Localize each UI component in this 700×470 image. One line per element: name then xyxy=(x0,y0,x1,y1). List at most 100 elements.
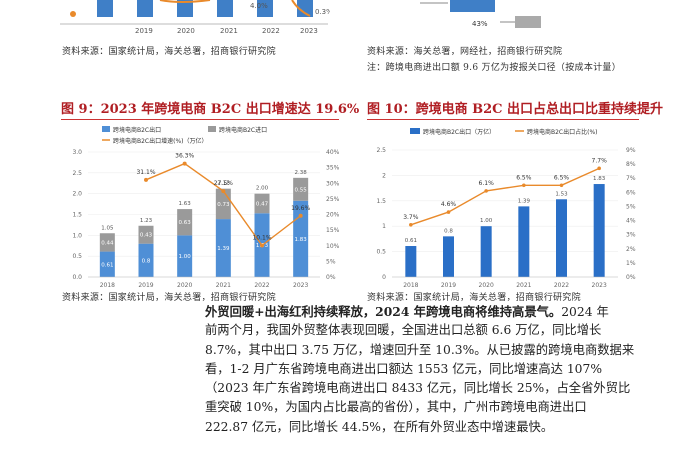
bar-export xyxy=(556,199,567,277)
legend-swatch-import xyxy=(208,126,216,132)
bar-export xyxy=(215,219,231,277)
total-label: 1.23 xyxy=(140,218,153,224)
y-tick-label: 2.0 xyxy=(72,191,82,198)
export-label: 1.39 xyxy=(217,246,230,252)
legend-label: 跨境电商B2C出口（万亿） xyxy=(423,128,495,136)
bar-value-label: 1.83 xyxy=(593,176,606,182)
y-right-tick-label: 3% xyxy=(626,232,636,239)
x-axis: 2018 2019 2020 2021 2022 2023 xyxy=(88,276,320,289)
import-label: 0.63 xyxy=(179,220,192,226)
bar-import xyxy=(177,209,193,236)
x-tick-label: 2020 xyxy=(177,27,195,35)
share-point xyxy=(522,183,526,188)
line-point xyxy=(70,11,76,17)
x-tick-label: 2023 xyxy=(293,282,308,289)
x-tick-label: 2018 xyxy=(100,282,115,289)
bar-import xyxy=(138,225,154,244)
growth-label: 27.5% xyxy=(214,180,233,187)
y-right-tick-label: 10% xyxy=(326,243,340,250)
y-right-tick-label: 30% xyxy=(326,180,340,187)
share-label: 7.7% xyxy=(592,157,608,164)
pct-label: 43% xyxy=(472,20,488,28)
y-axis-right: 9% 8% 7% 6% 5% 4% 3% 2% 1% 0% xyxy=(626,147,636,281)
share-label: 3.7% xyxy=(403,214,419,221)
chart-note: 注：跨境电商进出口额 9.6 万亿为按报关口径（按成本计量） xyxy=(367,63,622,73)
figure-10-title: 图 10：跨境电商 B2C 出口占总出口比重持续提升 xyxy=(367,102,664,117)
y-tick-label: 3.0 xyxy=(72,149,82,156)
paragraph-line: 外贸回暖+出海红利持续释放，2024 年跨境电商将维持高景气。2024 年 xyxy=(205,302,691,321)
share-point xyxy=(409,222,413,227)
y-tick-label: 2.5 xyxy=(72,170,82,177)
top-left-chart-svg: 4.0% 0.3% 2019 2020 2021 2022 2023 xyxy=(60,0,333,35)
bar-value-label: 1.53 xyxy=(555,191,568,197)
import-label: 0.44 xyxy=(101,240,114,246)
share-point xyxy=(446,210,451,214)
x-tick-label: 2020 xyxy=(479,282,494,289)
x-tick-label: 2022 xyxy=(262,27,280,35)
y-right-tick-label: 8% xyxy=(626,161,636,168)
y-tick-label: 0 xyxy=(382,274,386,281)
x-tick-label: 2021 xyxy=(216,282,231,289)
legend-swatch-export xyxy=(102,126,110,132)
legend: 跨境电商B2C出口 跨境电商B2C进口 跨境电商B2C出口增速(%)（万亿） xyxy=(102,126,267,145)
bar xyxy=(297,0,313,17)
pct-label: 4.0% xyxy=(250,2,268,10)
x-tick-label: 2021 xyxy=(220,27,238,35)
bar-export xyxy=(480,226,492,277)
bar-value-label: 0.8 xyxy=(444,228,453,234)
share-line: 3.7% 4.6% 6.1% 6.5% 6.5% 7.7% xyxy=(403,157,608,227)
bar xyxy=(97,0,113,17)
y-right-tick-label: 0% xyxy=(326,274,336,281)
y-axis-right: 40% 35% 30% 25% 20% 15% 10% 5% 0% xyxy=(326,149,340,281)
figure-10-rule xyxy=(367,119,639,120)
growth-point xyxy=(144,177,148,182)
growth-point xyxy=(182,161,187,166)
y-tick-label: 1.5 xyxy=(72,212,82,219)
legend-label: 跨境电商B2C出口占比(%) xyxy=(527,128,598,136)
y-right-tick-label: 35% xyxy=(326,165,340,172)
y-right-tick-label: 40% xyxy=(326,149,340,156)
legend-label: 跨境电商B2C出口 xyxy=(113,126,161,134)
source-note: 资料来源：国家统计局，海关总署，招商银行研究院 xyxy=(62,47,276,57)
paragraph-line: 222.87 亿元，同比增长 44.5%，在所有外贸业态中增速最快。 xyxy=(205,419,554,434)
growth-label: 19.6% xyxy=(291,205,310,212)
bar-export xyxy=(293,200,309,277)
source-note: 资料来源：国家统计局，海关总署，招商银行研究院 xyxy=(62,293,276,303)
x-tick-label: 2019 xyxy=(441,282,456,289)
share-polyline xyxy=(410,167,600,226)
bars: 1.05 0.61 0.44 1.23 0.8 0.43 1.63 1.00 0.63 2.12 1… xyxy=(99,170,309,277)
bar-import xyxy=(293,177,309,201)
bar-export xyxy=(405,246,417,277)
x-axis: 2018 2019 2020 2021 2022 2023 xyxy=(392,276,618,289)
figure-9-title: 图 9：2023 年跨境电商 B2C 出口增速达 19.6% xyxy=(61,102,360,117)
x-tick-label: 2022 xyxy=(554,282,569,289)
y-right-tick-label: 5% xyxy=(326,258,336,265)
bar-import xyxy=(254,193,270,214)
top-right-diagram-svg: 43% xyxy=(420,0,541,28)
gridlines xyxy=(392,149,618,278)
source-note: 资料来源：海关总署，网经社，招商银行研究院 xyxy=(367,47,563,57)
y-right-tick-label: 1% xyxy=(626,260,636,267)
paragraph-line: （2023 年广东省跨境电商进出口 8433 亿元，同比增长 25%，占全省外贸… xyxy=(205,381,631,396)
import-label: 0.55 xyxy=(295,187,308,193)
bar-export xyxy=(177,235,193,277)
bar-export xyxy=(99,251,115,277)
export-label: 1.83 xyxy=(295,237,308,243)
share-point xyxy=(597,166,601,171)
total-label: 2.00 xyxy=(256,186,269,192)
gridlines xyxy=(88,151,320,278)
y-tick-label: 2.5 xyxy=(376,147,386,154)
source-note: 资料来源：国家统计局，海关总署，招商银行研究院 xyxy=(367,293,581,303)
export-label: 0.61 xyxy=(101,262,113,268)
y-right-tick-label: 15% xyxy=(326,227,340,234)
bar-value-label: 1.39 xyxy=(518,198,531,204)
bar xyxy=(257,0,273,17)
share-point xyxy=(484,189,488,193)
growth-point xyxy=(298,213,303,218)
total-label: 1.63 xyxy=(179,201,192,207)
export-label: 0.8 xyxy=(142,258,151,264)
import-label: 0.73 xyxy=(217,202,230,208)
bar-export xyxy=(593,184,605,277)
share-point xyxy=(559,183,564,188)
y-tick-label: 0.5 xyxy=(376,249,386,256)
